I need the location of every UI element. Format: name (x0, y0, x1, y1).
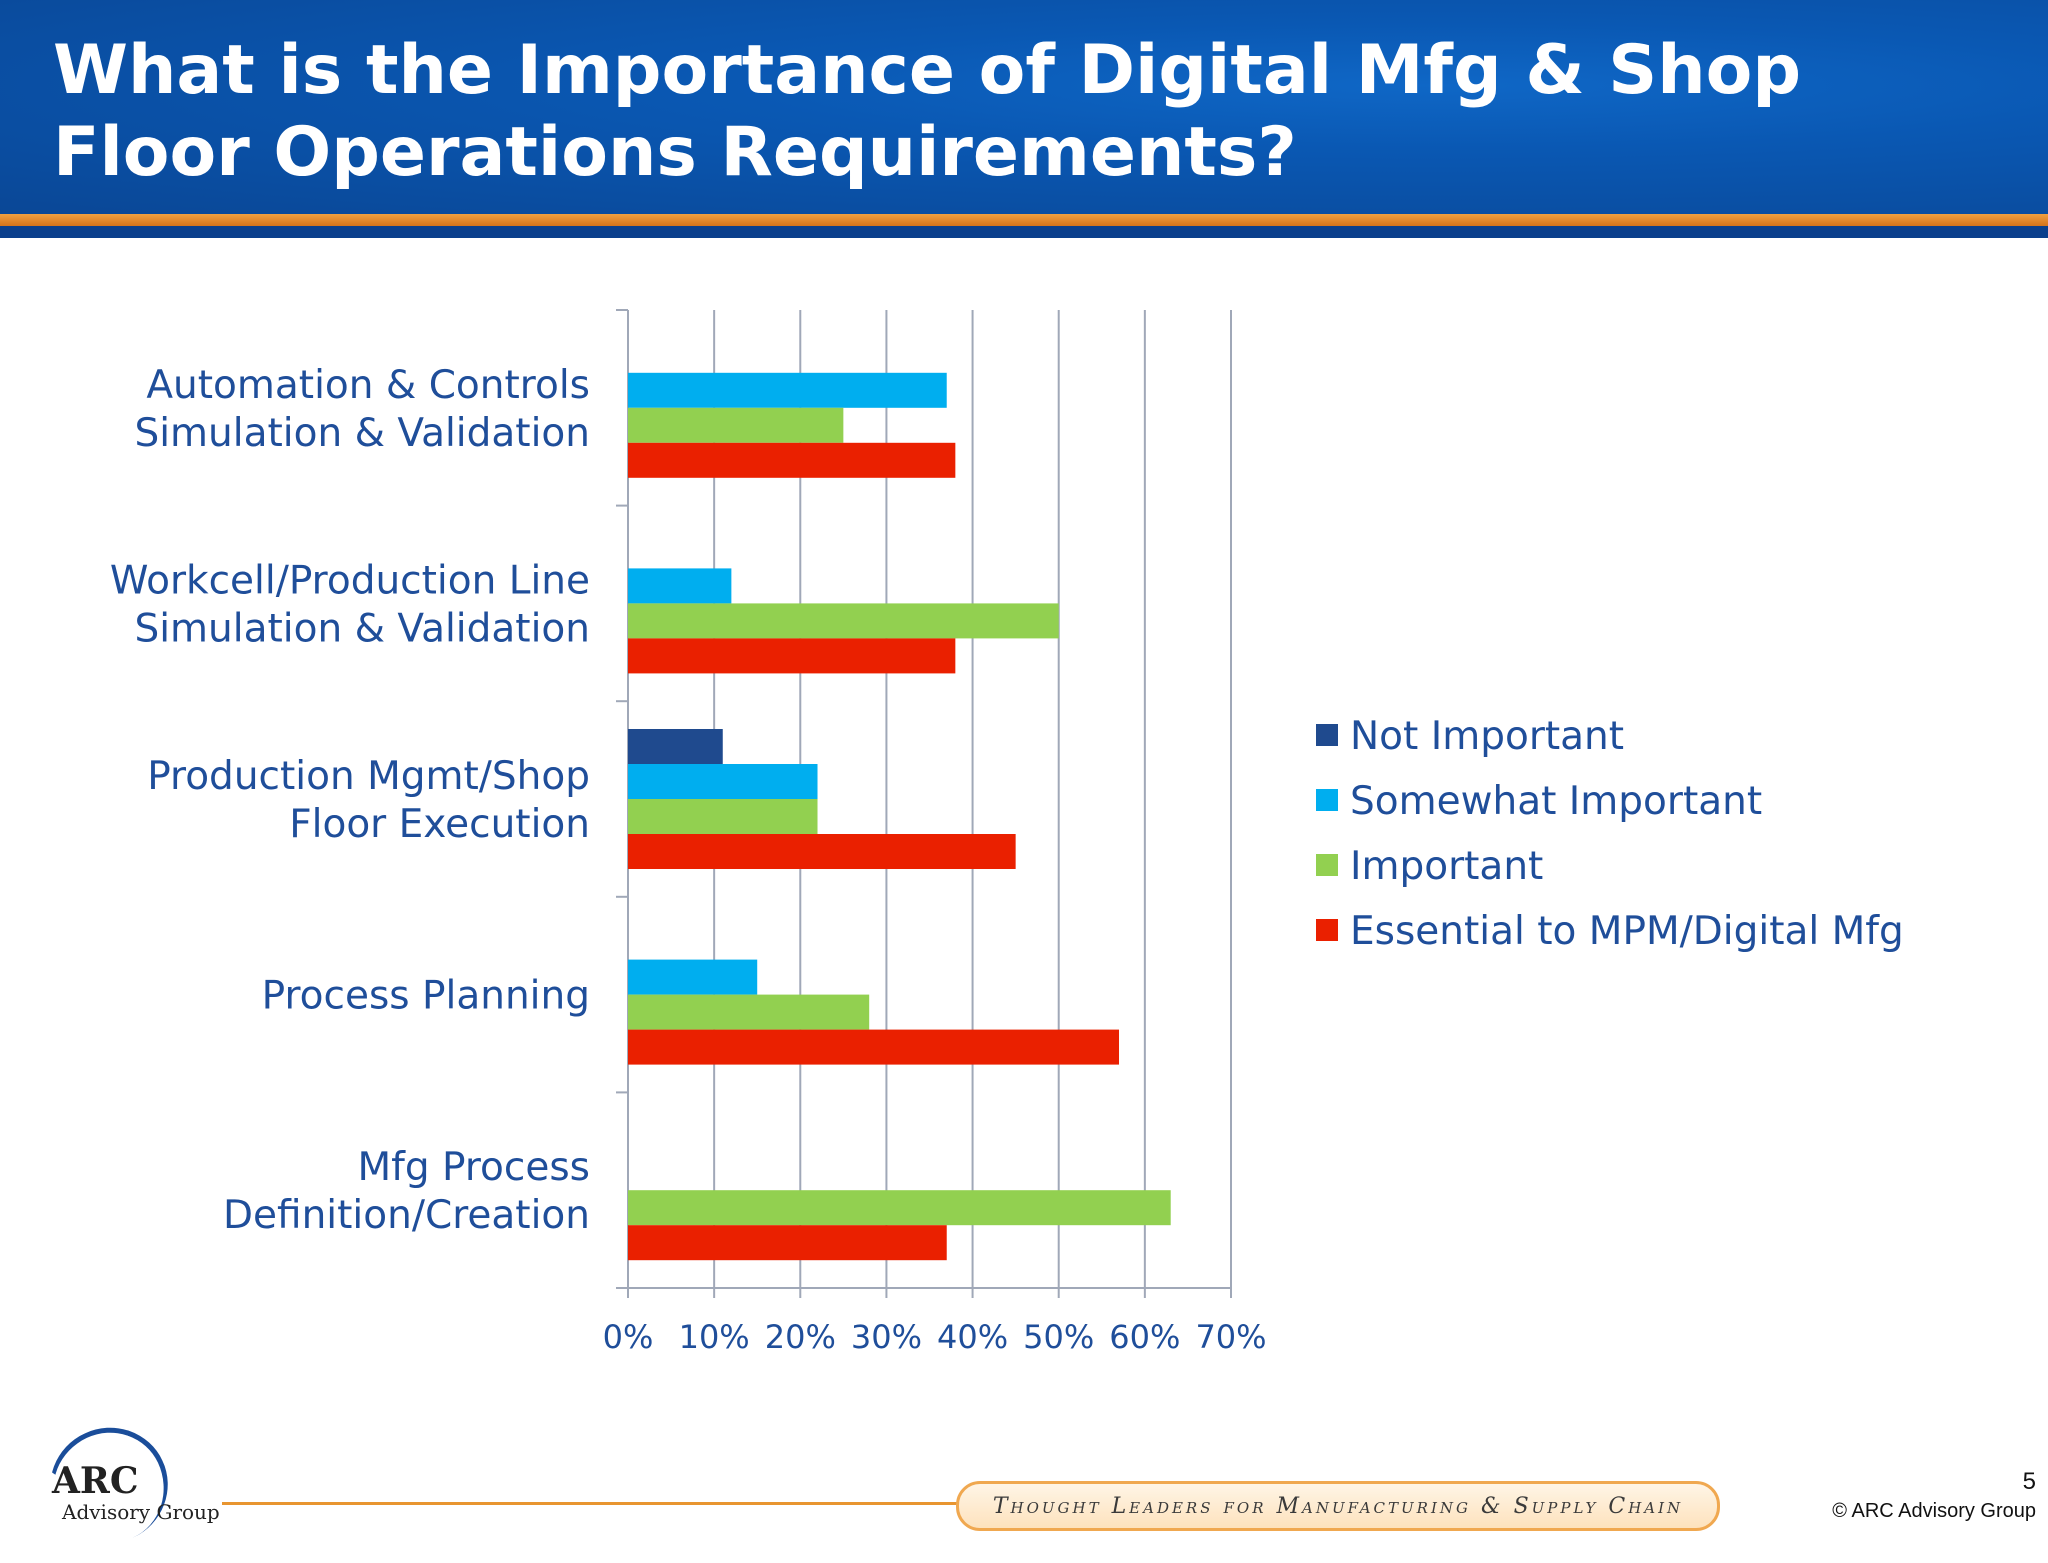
category-label: Process Planning (262, 974, 590, 1019)
x-tick-label: 0% (603, 1318, 654, 1356)
category-label: Mfg Process Definition/Creation (223, 1145, 590, 1238)
banner-stripe-orange (0, 214, 2048, 226)
legend-label: Important (1350, 844, 1543, 889)
bar (628, 1029, 1120, 1065)
legend-label: Essential to MPM/Digital Mfg (1350, 909, 1904, 954)
bar (628, 603, 1059, 639)
x-tick-label: 20% (765, 1318, 836, 1356)
tagline-banner: Thought Leaders for Manufacturing & Supp… (956, 1481, 1720, 1531)
bar (628, 568, 732, 604)
bar-chart: 0% 10% 20% 30% 40% 50% 60% 70% Automation & Cont… (110, 309, 1904, 1356)
banner-stripe-blue (0, 226, 2048, 238)
category-label: Production Mgmt/Shop Floor Execution (147, 754, 590, 847)
copyright: © ARC Advisory Group (1832, 1500, 2036, 1522)
legend-swatch (1316, 854, 1338, 876)
bar (628, 1225, 947, 1261)
category-label: Automation & Controls Simulation & Valida… (134, 363, 590, 456)
legend-label: Not Important (1350, 714, 1624, 759)
bar (628, 1190, 1171, 1226)
bar (628, 407, 844, 443)
bar (628, 372, 947, 408)
bar (628, 729, 723, 764)
x-tick-label: 40% (937, 1318, 1008, 1356)
legend-label: Somewhat Important (1350, 779, 1762, 824)
bar (628, 442, 956, 478)
x-tick-label: 70% (1195, 1318, 1266, 1356)
tagline: Thought Leaders for Manufacturing & Supp… (992, 1493, 1684, 1519)
bar (628, 799, 818, 834)
category-label: Workcell/Production Line Simulation & Val… (110, 558, 590, 651)
logo-subtext: Advisory Group (62, 1500, 220, 1524)
x-tick-label: 50% (1023, 1318, 1094, 1356)
bar (628, 638, 956, 674)
x-tick-label: 10% (679, 1318, 750, 1356)
bar (628, 959, 758, 995)
footer-line (222, 1502, 962, 1505)
bar (628, 834, 1016, 869)
page-number: 5 (2022, 1468, 2036, 1495)
bar (628, 994, 870, 1030)
title-banner (0, 0, 2048, 214)
arc-logo: ARC Advisory Group (31, 1408, 220, 1563)
x-tick-label: 60% (1109, 1318, 1180, 1356)
legend-swatch (1316, 919, 1338, 941)
legend-swatch (1316, 789, 1338, 811)
x-tick-label: 30% (851, 1318, 922, 1356)
legend-swatch (1316, 724, 1338, 746)
bar (628, 764, 818, 799)
logo-text: ARC (52, 1460, 139, 1502)
slide-title: What is the Importance of Digital Mfg & … (53, 31, 1802, 192)
